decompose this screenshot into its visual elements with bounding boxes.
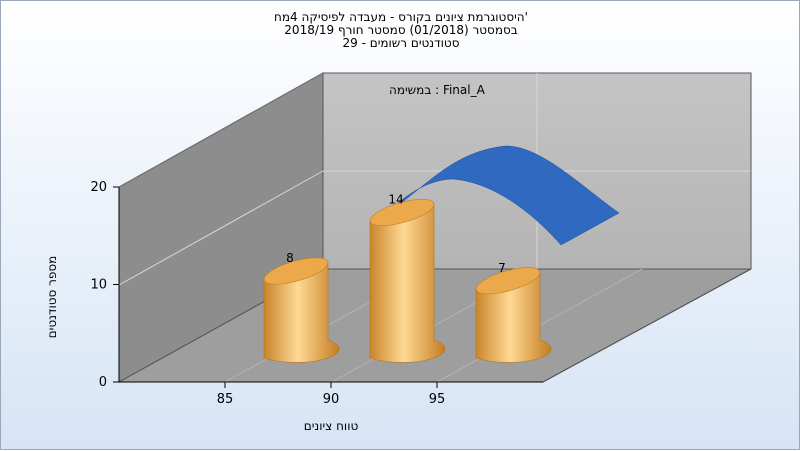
bar-body [263,261,340,363]
bar-value-label: 8 [286,251,294,265]
title-line-3: סטודנטים רשומים - 29 [342,36,460,50]
axis-ticks [113,186,438,388]
bar [263,257,340,363]
y-tick-label: 0 [99,375,107,390]
bar-top [475,267,541,295]
bar [369,198,446,363]
chart-title: היסטוגרמת ציונים בקורס - מעבדה לפיסיקה 4… [1,11,800,50]
bar-value-label: 14 [388,193,403,207]
bar-body [475,271,552,363]
x-axis-label: טווח ציונים [303,419,359,433]
x-tick-label: 85 [217,392,234,407]
x-tick-label: 95 [429,392,446,407]
value-labels: 8 14 7 [286,193,506,275]
bar-value-label: 7 [498,261,506,275]
bar [475,267,552,363]
y-tick-labels: 0 10 20 [90,180,107,390]
y-tick-label: 20 [90,180,107,195]
y-tick-label: 10 [90,278,107,293]
distribution-curve [384,145,620,246]
bar-body [369,203,446,363]
title-line-1: היסטוגרמת ציונים בקורס - מעבדה לפיסיקה 4… [274,10,528,24]
title-line-2: בסמסטר (01/2018) סמסטר חורף 2018/19 [284,23,518,37]
chart-subtitle: במשימה : Final_A [389,83,485,97]
bar-top [369,198,435,227]
x-tick-labels: 85 90 95 [217,392,446,407]
bars [263,198,552,363]
right-edge [542,73,752,383]
x-tick-label: 90 [323,392,340,407]
y-axis-label: מספר סטודנטים [45,255,59,339]
bar-top [263,257,329,285]
